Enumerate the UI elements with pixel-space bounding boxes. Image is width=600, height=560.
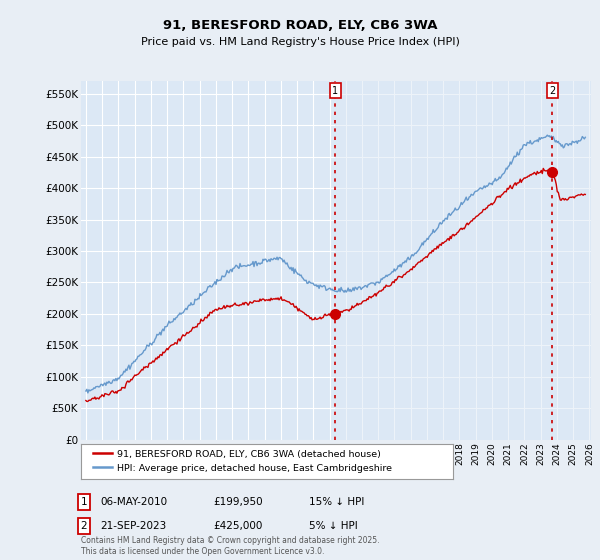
Text: Price paid vs. HM Land Registry's House Price Index (HPI): Price paid vs. HM Land Registry's House …: [140, 37, 460, 47]
Text: 06-MAY-2010: 06-MAY-2010: [100, 497, 167, 507]
Text: 1: 1: [332, 86, 338, 96]
Text: £425,000: £425,000: [213, 521, 262, 531]
Text: 21-SEP-2023: 21-SEP-2023: [100, 521, 166, 531]
Text: 2: 2: [80, 521, 88, 531]
Text: Contains HM Land Registry data © Crown copyright and database right 2025.
This d: Contains HM Land Registry data © Crown c…: [81, 536, 380, 556]
Text: £199,950: £199,950: [213, 497, 263, 507]
Text: 91, BERESFORD ROAD, ELY, CB6 3WA: 91, BERESFORD ROAD, ELY, CB6 3WA: [163, 18, 437, 32]
Text: 2: 2: [549, 86, 556, 96]
Text: 1: 1: [80, 497, 88, 507]
Legend: 91, BERESFORD ROAD, ELY, CB6 3WA (detached house), HPI: Average price, detached : 91, BERESFORD ROAD, ELY, CB6 3WA (detach…: [89, 446, 395, 477]
Text: 15% ↓ HPI: 15% ↓ HPI: [309, 497, 364, 507]
Text: 5% ↓ HPI: 5% ↓ HPI: [309, 521, 358, 531]
Bar: [335, 81, 591, 440]
